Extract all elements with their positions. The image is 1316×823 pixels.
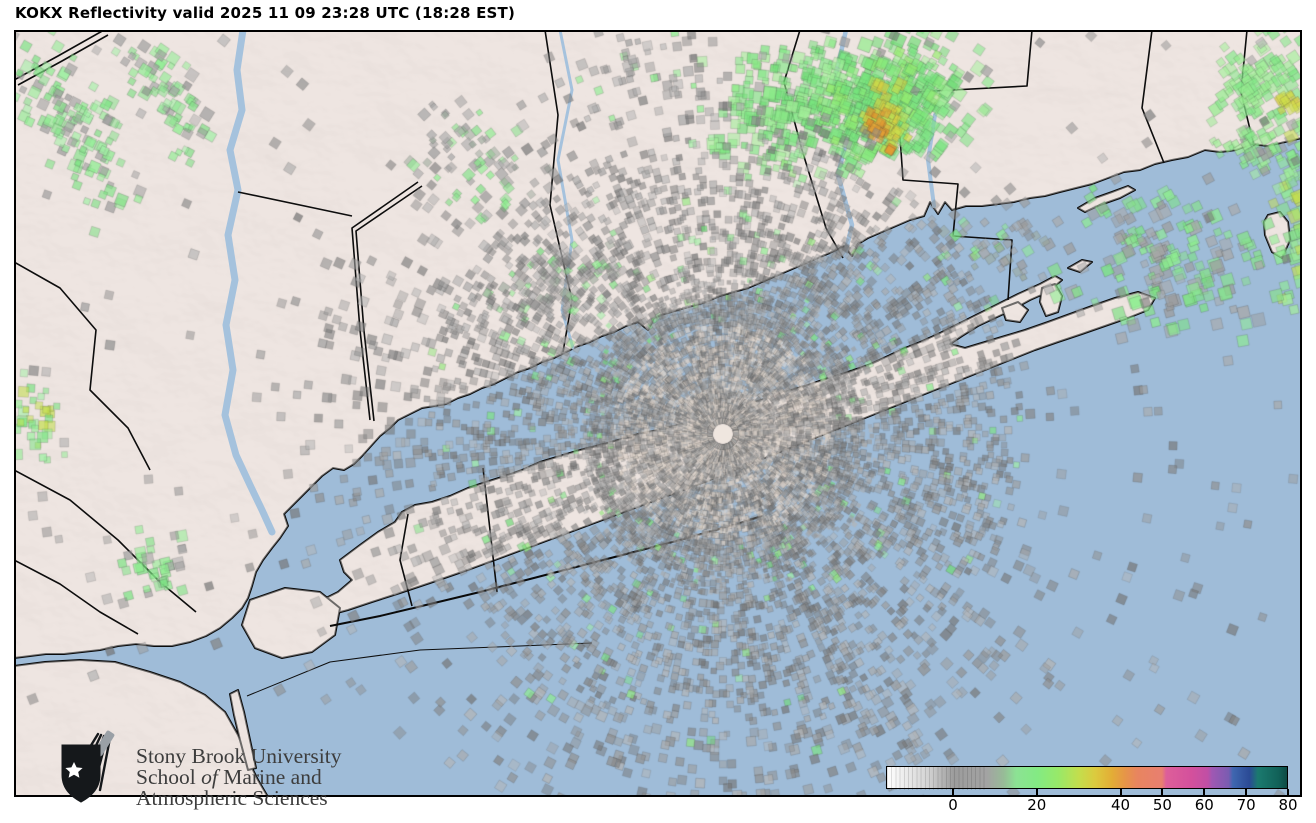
colorbar-gradient [886, 766, 1288, 790]
colorbar-tick-label-60: 60 [1194, 796, 1214, 814]
colorbar-tick-label-0: 0 [948, 796, 958, 814]
colorbar-tick-20 [1035, 789, 1038, 797]
page-title: KOKX Reflectivity valid 2025 11 09 23:28… [15, 4, 516, 22]
stony-brook-shield-icon [61, 730, 115, 803]
reflectivity-colorbar: 0 20 40 50 60 70 80 [886, 766, 1298, 814]
colorbar-tick-40 [1119, 789, 1122, 797]
colorbar-stripe-texture [887, 767, 987, 790]
sbu-logo-text: Stony Brook University School of Marine … [136, 744, 342, 810]
radar-echo-canvas [14, 30, 1302, 797]
colorbar-tick-label-20: 20 [1027, 796, 1047, 814]
colorbar-tick-70 [1245, 789, 1248, 797]
colorbar-tick-60 [1203, 789, 1206, 797]
sbu-line-3: Atmospheric Sciences [136, 786, 328, 810]
sbu-line-1: Stony Brook University [136, 744, 342, 768]
colorbar-tick-80 [1287, 789, 1289, 797]
radar-map-region: Stony Brook University School of Marine … [14, 30, 1302, 814]
sbu-line-2: School of Marine and [136, 765, 322, 789]
colorbar-tick-50 [1161, 789, 1164, 797]
sbu-logo: Stony Brook University School of Marine … [54, 728, 341, 823]
colorbar-tick-label-70: 70 [1236, 796, 1256, 814]
colorbar-tick-label-40: 40 [1110, 796, 1131, 814]
colorbar-tick-0 [951, 789, 954, 797]
colorbar-tick-label-80: 80 [1278, 796, 1298, 814]
colorbar-tick-label-50: 50 [1152, 796, 1172, 814]
